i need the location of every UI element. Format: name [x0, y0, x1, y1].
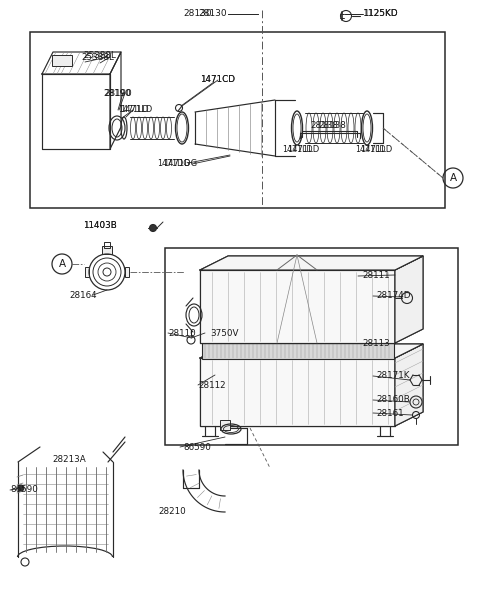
Polygon shape — [395, 344, 423, 426]
Text: 28190: 28190 — [103, 88, 131, 97]
Polygon shape — [200, 270, 395, 343]
Bar — [102, 246, 112, 254]
Text: A: A — [449, 173, 456, 183]
Bar — [220, 420, 230, 430]
Bar — [165, 248, 458, 445]
Text: 1471LD: 1471LD — [282, 144, 312, 153]
Text: 28138: 28138 — [318, 122, 346, 131]
Text: 1471DG: 1471DG — [163, 159, 197, 168]
Bar — [202, 343, 394, 359]
Bar — [30, 32, 445, 208]
Text: 1471CD: 1471CD — [200, 75, 235, 85]
Text: 28171K: 28171K — [376, 371, 409, 380]
Polygon shape — [200, 358, 395, 426]
Text: 25388L: 25388L — [81, 53, 114, 61]
Text: 28174D: 28174D — [376, 291, 410, 300]
Text: 28111: 28111 — [362, 272, 390, 281]
Text: 28161: 28161 — [376, 408, 404, 417]
Text: 1471LD: 1471LD — [118, 104, 149, 113]
Bar — [52, 55, 72, 66]
Bar — [104, 242, 110, 248]
Text: 1471DG: 1471DG — [157, 158, 190, 168]
Circle shape — [410, 396, 422, 408]
Text: 11403B: 11403B — [83, 221, 117, 230]
Text: 1471LD: 1471LD — [355, 144, 385, 153]
Text: 11403B: 11403B — [83, 221, 117, 230]
Polygon shape — [395, 256, 423, 343]
Text: 1471LD: 1471LD — [120, 106, 152, 115]
Text: 28213A: 28213A — [52, 456, 86, 464]
Text: 1125KD: 1125KD — [363, 10, 398, 19]
Text: 1125KD: 1125KD — [363, 10, 397, 19]
Text: A: A — [59, 259, 66, 269]
Text: 3750V: 3750V — [210, 328, 239, 337]
Circle shape — [149, 224, 156, 232]
Text: 86590: 86590 — [183, 442, 211, 451]
Text: 28110: 28110 — [168, 328, 196, 337]
Text: 1471LD: 1471LD — [360, 146, 392, 155]
Text: 25388L: 25388L — [83, 51, 116, 60]
Text: 86590: 86590 — [10, 485, 38, 494]
Text: 28138: 28138 — [310, 121, 338, 130]
Bar — [85, 267, 89, 277]
Text: 28190: 28190 — [104, 88, 132, 97]
Polygon shape — [200, 344, 423, 358]
Bar — [125, 267, 129, 277]
Text: 28130: 28130 — [198, 10, 227, 19]
Text: 1471CD: 1471CD — [200, 75, 235, 84]
Text: 28210: 28210 — [158, 507, 186, 516]
Text: 28112: 28112 — [198, 380, 226, 389]
Text: 28113: 28113 — [362, 338, 390, 347]
Text: 28160B: 28160B — [376, 395, 410, 405]
Polygon shape — [200, 256, 423, 270]
Circle shape — [18, 485, 24, 491]
Text: 1471LD: 1471LD — [287, 146, 319, 155]
Text: 28164: 28164 — [69, 291, 97, 300]
Text: 28130: 28130 — [184, 10, 212, 19]
